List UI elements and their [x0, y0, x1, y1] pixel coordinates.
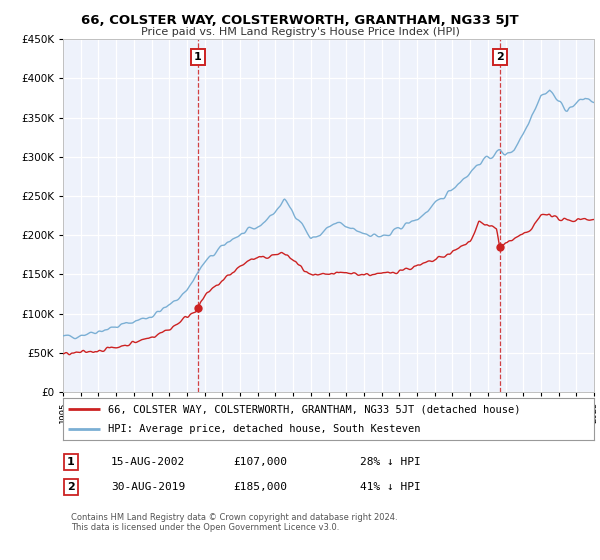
- Text: 66, COLSTER WAY, COLSTERWORTH, GRANTHAM, NG33 5JT (detached house): 66, COLSTER WAY, COLSTERWORTH, GRANTHAM,…: [108, 404, 521, 414]
- Text: 30-AUG-2019: 30-AUG-2019: [111, 482, 185, 492]
- Text: 1: 1: [67, 457, 75, 467]
- Text: 2: 2: [496, 52, 503, 62]
- Text: 66, COLSTER WAY, COLSTERWORTH, GRANTHAM, NG33 5JT: 66, COLSTER WAY, COLSTERWORTH, GRANTHAM,…: [81, 14, 519, 27]
- Text: 41% ↓ HPI: 41% ↓ HPI: [361, 482, 421, 492]
- Text: £107,000: £107,000: [233, 457, 287, 467]
- Text: £185,000: £185,000: [233, 482, 287, 492]
- Text: 2: 2: [67, 482, 75, 492]
- Text: 1: 1: [194, 52, 202, 62]
- Text: 28% ↓ HPI: 28% ↓ HPI: [361, 457, 421, 467]
- Text: Contains HM Land Registry data © Crown copyright and database right 2024.
This d: Contains HM Land Registry data © Crown c…: [71, 512, 398, 532]
- Text: Price paid vs. HM Land Registry's House Price Index (HPI): Price paid vs. HM Land Registry's House …: [140, 27, 460, 37]
- Text: 15-AUG-2002: 15-AUG-2002: [111, 457, 185, 467]
- Text: HPI: Average price, detached house, South Kesteven: HPI: Average price, detached house, Sout…: [108, 424, 421, 434]
